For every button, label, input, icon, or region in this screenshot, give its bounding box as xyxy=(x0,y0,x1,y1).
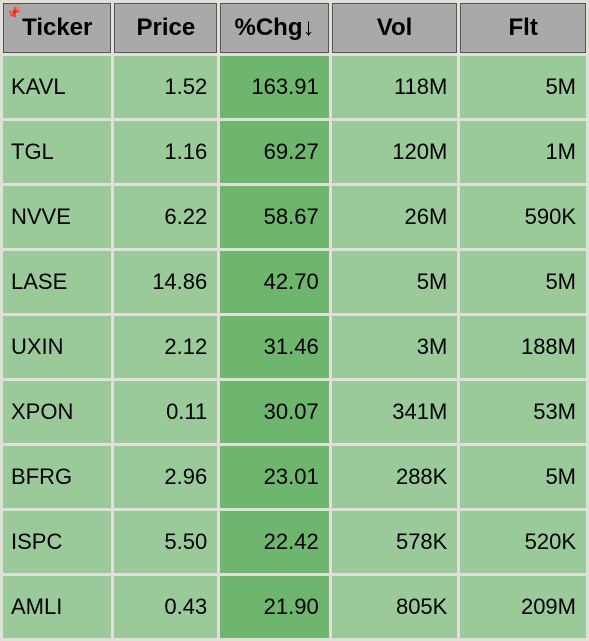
cell-vol: 120M xyxy=(332,121,458,183)
cell-flt: 1M xyxy=(460,121,586,183)
cell-chg: 163.91 xyxy=(220,56,328,118)
col-header-label: %Chg↓ xyxy=(234,14,314,41)
col-header-chg[interactable]: %Chg↓ xyxy=(220,3,328,53)
cell-ticker: LASE xyxy=(3,251,111,313)
cell-chg: 31.46 xyxy=(220,316,328,378)
cell-ticker: TGL xyxy=(3,121,111,183)
table-row[interactable]: UXIN 2.12 31.46 3M 188M xyxy=(3,316,586,378)
table-row[interactable]: NVVE 6.22 58.67 26M 590K xyxy=(3,186,586,248)
cell-flt: 53M xyxy=(460,381,586,443)
cell-ticker: ISPC xyxy=(3,511,111,573)
col-header-price[interactable]: Price xyxy=(114,3,217,53)
cell-price: 2.96 xyxy=(114,446,217,508)
table-row[interactable]: TGL 1.16 69.27 120M 1M xyxy=(3,121,586,183)
pin-icon: 📌 xyxy=(6,6,21,20)
col-header-label: Vol xyxy=(377,14,413,41)
cell-ticker: XPON xyxy=(3,381,111,443)
cell-vol: 26M xyxy=(332,186,458,248)
col-header-vol[interactable]: Vol xyxy=(332,3,458,53)
cell-price: 6.22 xyxy=(114,186,217,248)
col-header-flt[interactable]: Flt xyxy=(460,3,586,53)
cell-vol: 3M xyxy=(332,316,458,378)
cell-price: 2.12 xyxy=(114,316,217,378)
table-row[interactable]: XPON 0.11 30.07 341M 53M xyxy=(3,381,586,443)
cell-ticker: AMLI xyxy=(3,576,111,638)
cell-vol: 5M xyxy=(332,251,458,313)
cell-flt: 5M xyxy=(460,56,586,118)
cell-vol: 288K xyxy=(332,446,458,508)
table-body: KAVL 1.52 163.91 118M 5M TGL 1.16 69.27 … xyxy=(3,56,586,638)
cell-ticker: KAVL xyxy=(3,56,111,118)
cell-price: 14.86 xyxy=(114,251,217,313)
cell-price: 5.50 xyxy=(114,511,217,573)
cell-price: 0.11 xyxy=(114,381,217,443)
cell-ticker: UXIN xyxy=(3,316,111,378)
table-row[interactable]: KAVL 1.52 163.91 118M 5M xyxy=(3,56,586,118)
cell-chg: 58.67 xyxy=(220,186,328,248)
table-header-row: 📌 Ticker Price %Chg↓ Vol Flt xyxy=(3,3,586,53)
col-header-label: Flt xyxy=(509,14,538,41)
cell-chg: 22.42 xyxy=(220,511,328,573)
table-row[interactable]: BFRG 2.96 23.01 288K 5M xyxy=(3,446,586,508)
cell-price: 1.52 xyxy=(114,56,217,118)
col-header-label: Ticker xyxy=(22,14,92,41)
cell-vol: 805K xyxy=(332,576,458,638)
cell-chg: 42.70 xyxy=(220,251,328,313)
cell-flt: 5M xyxy=(460,251,586,313)
cell-flt: 520K xyxy=(460,511,586,573)
col-header-ticker[interactable]: 📌 Ticker xyxy=(3,3,111,53)
cell-chg: 30.07 xyxy=(220,381,328,443)
cell-flt: 590K xyxy=(460,186,586,248)
table-row[interactable]: AMLI 0.43 21.90 805K 209M xyxy=(3,576,586,638)
cell-price: 0.43 xyxy=(114,576,217,638)
stock-table: 📌 Ticker Price %Chg↓ Vol Flt KAVL 1.52 1… xyxy=(0,0,589,641)
col-header-label: Price xyxy=(137,14,196,41)
cell-ticker: NVVE xyxy=(3,186,111,248)
cell-chg: 23.01 xyxy=(220,446,328,508)
cell-chg: 69.27 xyxy=(220,121,328,183)
table-row[interactable]: LASE 14.86 42.70 5M 5M xyxy=(3,251,586,313)
cell-flt: 188M xyxy=(460,316,586,378)
cell-flt: 5M xyxy=(460,446,586,508)
cell-vol: 118M xyxy=(332,56,458,118)
cell-ticker: BFRG xyxy=(3,446,111,508)
cell-vol: 341M xyxy=(332,381,458,443)
cell-chg: 21.90 xyxy=(220,576,328,638)
cell-flt: 209M xyxy=(460,576,586,638)
cell-vol: 578K xyxy=(332,511,458,573)
table-row[interactable]: ISPC 5.50 22.42 578K 520K xyxy=(3,511,586,573)
cell-price: 1.16 xyxy=(114,121,217,183)
